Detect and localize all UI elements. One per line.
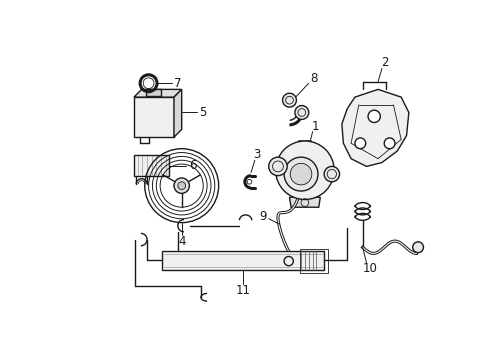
Text: 4: 4 — [178, 235, 185, 248]
Polygon shape — [174, 89, 182, 137]
Circle shape — [284, 157, 317, 191]
Text: 1: 1 — [311, 120, 319, 133]
Circle shape — [412, 242, 423, 253]
Text: 3: 3 — [253, 148, 260, 161]
Polygon shape — [341, 89, 408, 166]
Text: 5: 5 — [199, 106, 206, 119]
Polygon shape — [145, 89, 161, 95]
Circle shape — [174, 178, 189, 193]
Circle shape — [275, 141, 333, 199]
Circle shape — [324, 166, 339, 182]
Circle shape — [290, 163, 311, 185]
Polygon shape — [162, 251, 324, 270]
Text: 2: 2 — [381, 56, 388, 69]
Polygon shape — [134, 97, 174, 137]
Text: 8: 8 — [310, 72, 317, 85]
Text: 6: 6 — [188, 159, 196, 172]
Circle shape — [178, 182, 185, 189]
Circle shape — [294, 105, 308, 120]
Polygon shape — [134, 89, 182, 97]
Circle shape — [354, 138, 365, 149]
Text: 10: 10 — [362, 262, 377, 275]
Polygon shape — [289, 197, 320, 207]
Polygon shape — [295, 141, 313, 152]
Circle shape — [282, 93, 296, 107]
Circle shape — [367, 110, 380, 122]
Text: 9: 9 — [258, 210, 266, 223]
Polygon shape — [134, 155, 168, 176]
Circle shape — [268, 157, 286, 176]
Circle shape — [384, 138, 394, 149]
Text: 11: 11 — [235, 284, 250, 297]
Text: 7: 7 — [174, 77, 181, 90]
